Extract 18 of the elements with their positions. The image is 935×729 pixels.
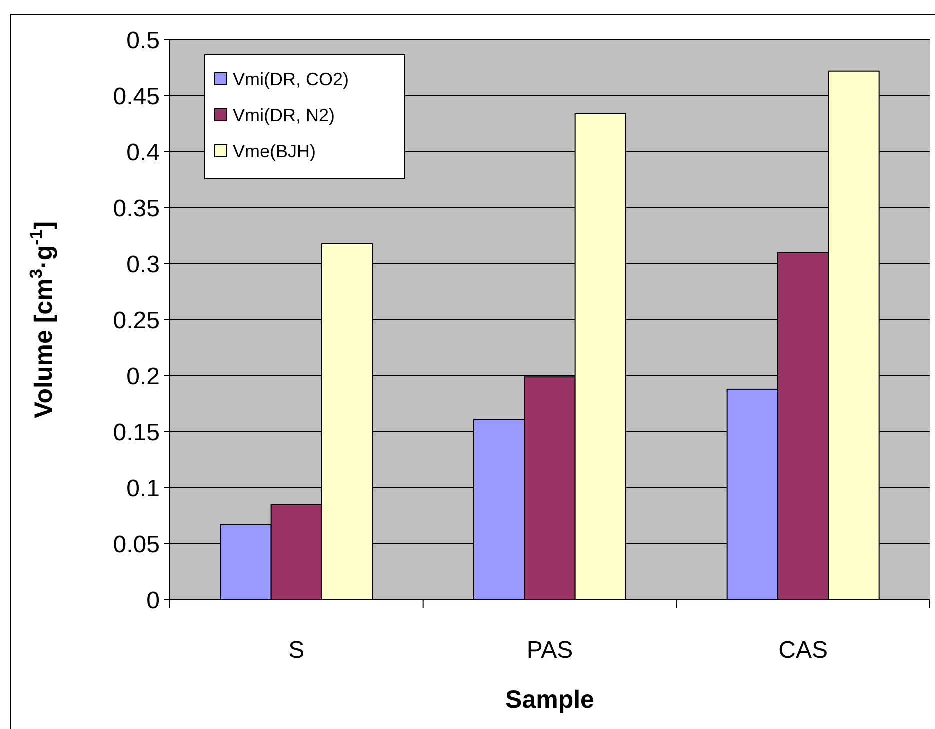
legend-label: Vme(BJH): [233, 141, 316, 162]
x-tick-label: S: [288, 637, 305, 664]
x-tick-label: PAS: [526, 637, 574, 664]
y-tick-label: 0.3: [126, 251, 160, 278]
y-tick-label: 0.4: [126, 139, 160, 166]
y-tick-label: 0.05: [113, 531, 160, 558]
legend-label: Vmi(DR, CO2): [233, 69, 349, 90]
y-tick-label: 0: [146, 587, 160, 614]
y-tick-label: 0.5: [126, 27, 160, 54]
x-axis-title: Sample: [506, 686, 595, 714]
x-tick-label: CAS: [778, 637, 828, 664]
y-tick-label: 0.45: [113, 83, 160, 110]
y-tick-label: 0.2: [126, 363, 160, 390]
y-tick-label: 0.1: [126, 475, 160, 502]
y-tick-label: 0.25: [113, 307, 160, 334]
legend-label: Vmi(DR, N2): [233, 105, 335, 126]
y-tick-label: 0.35: [113, 195, 160, 222]
y-tick-label: 0.15: [113, 419, 160, 446]
